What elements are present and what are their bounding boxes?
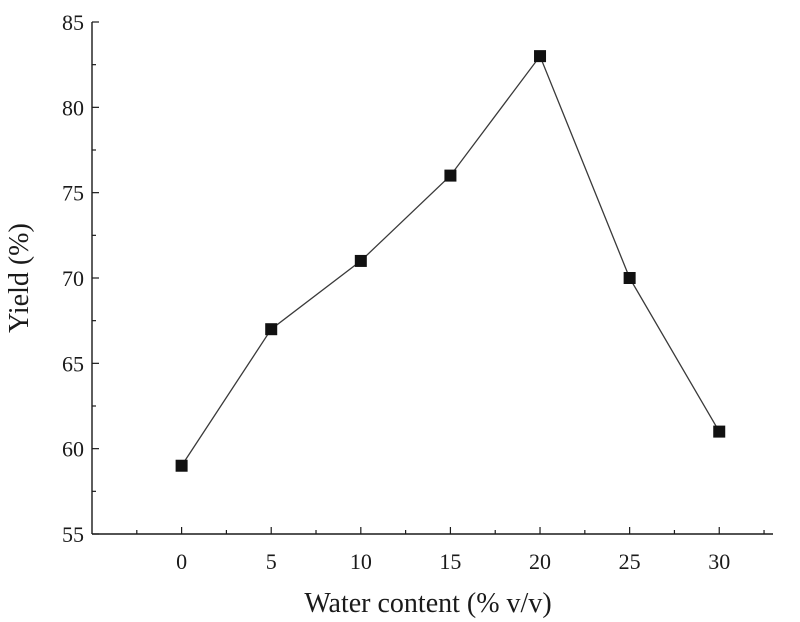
y-tick-label: 70: [62, 266, 84, 291]
data-point: [534, 50, 547, 63]
data-point: [713, 425, 726, 438]
y-tick-label: 75: [62, 181, 84, 206]
markers: [175, 50, 726, 472]
x-tick-label: 5: [266, 549, 277, 574]
data-point: [444, 169, 457, 182]
x-tick-label: 0: [176, 549, 187, 574]
y-tick-label: 65: [62, 351, 84, 376]
x-tick-label: 20: [529, 549, 551, 574]
y-tick-label: 60: [62, 437, 84, 462]
x-tick-label: 30: [708, 549, 730, 574]
series-line: [181, 54, 720, 467]
x-tick-label: 10: [350, 549, 372, 574]
y-tick-label: 55: [62, 522, 84, 547]
data-point: [265, 323, 278, 336]
x-ticks: 0 5 10 15 20 25 30: [136, 527, 765, 574]
data-point: [175, 459, 188, 472]
x-tick-label: 25: [619, 549, 641, 574]
data-point: [623, 272, 636, 284]
series: [175, 50, 726, 472]
y-tick-label: 80: [62, 95, 84, 120]
y-ticks: 55 60 65 70 75 80 85: [62, 10, 99, 547]
x-tick-label: 15: [439, 549, 461, 574]
axes: [91, 22, 773, 535]
data-point: [354, 254, 367, 267]
y-tick-label: 85: [62, 10, 84, 35]
x-axis-title: Water content (% v/v): [304, 588, 551, 619]
y-axis-title: Yield (%): [4, 223, 35, 333]
